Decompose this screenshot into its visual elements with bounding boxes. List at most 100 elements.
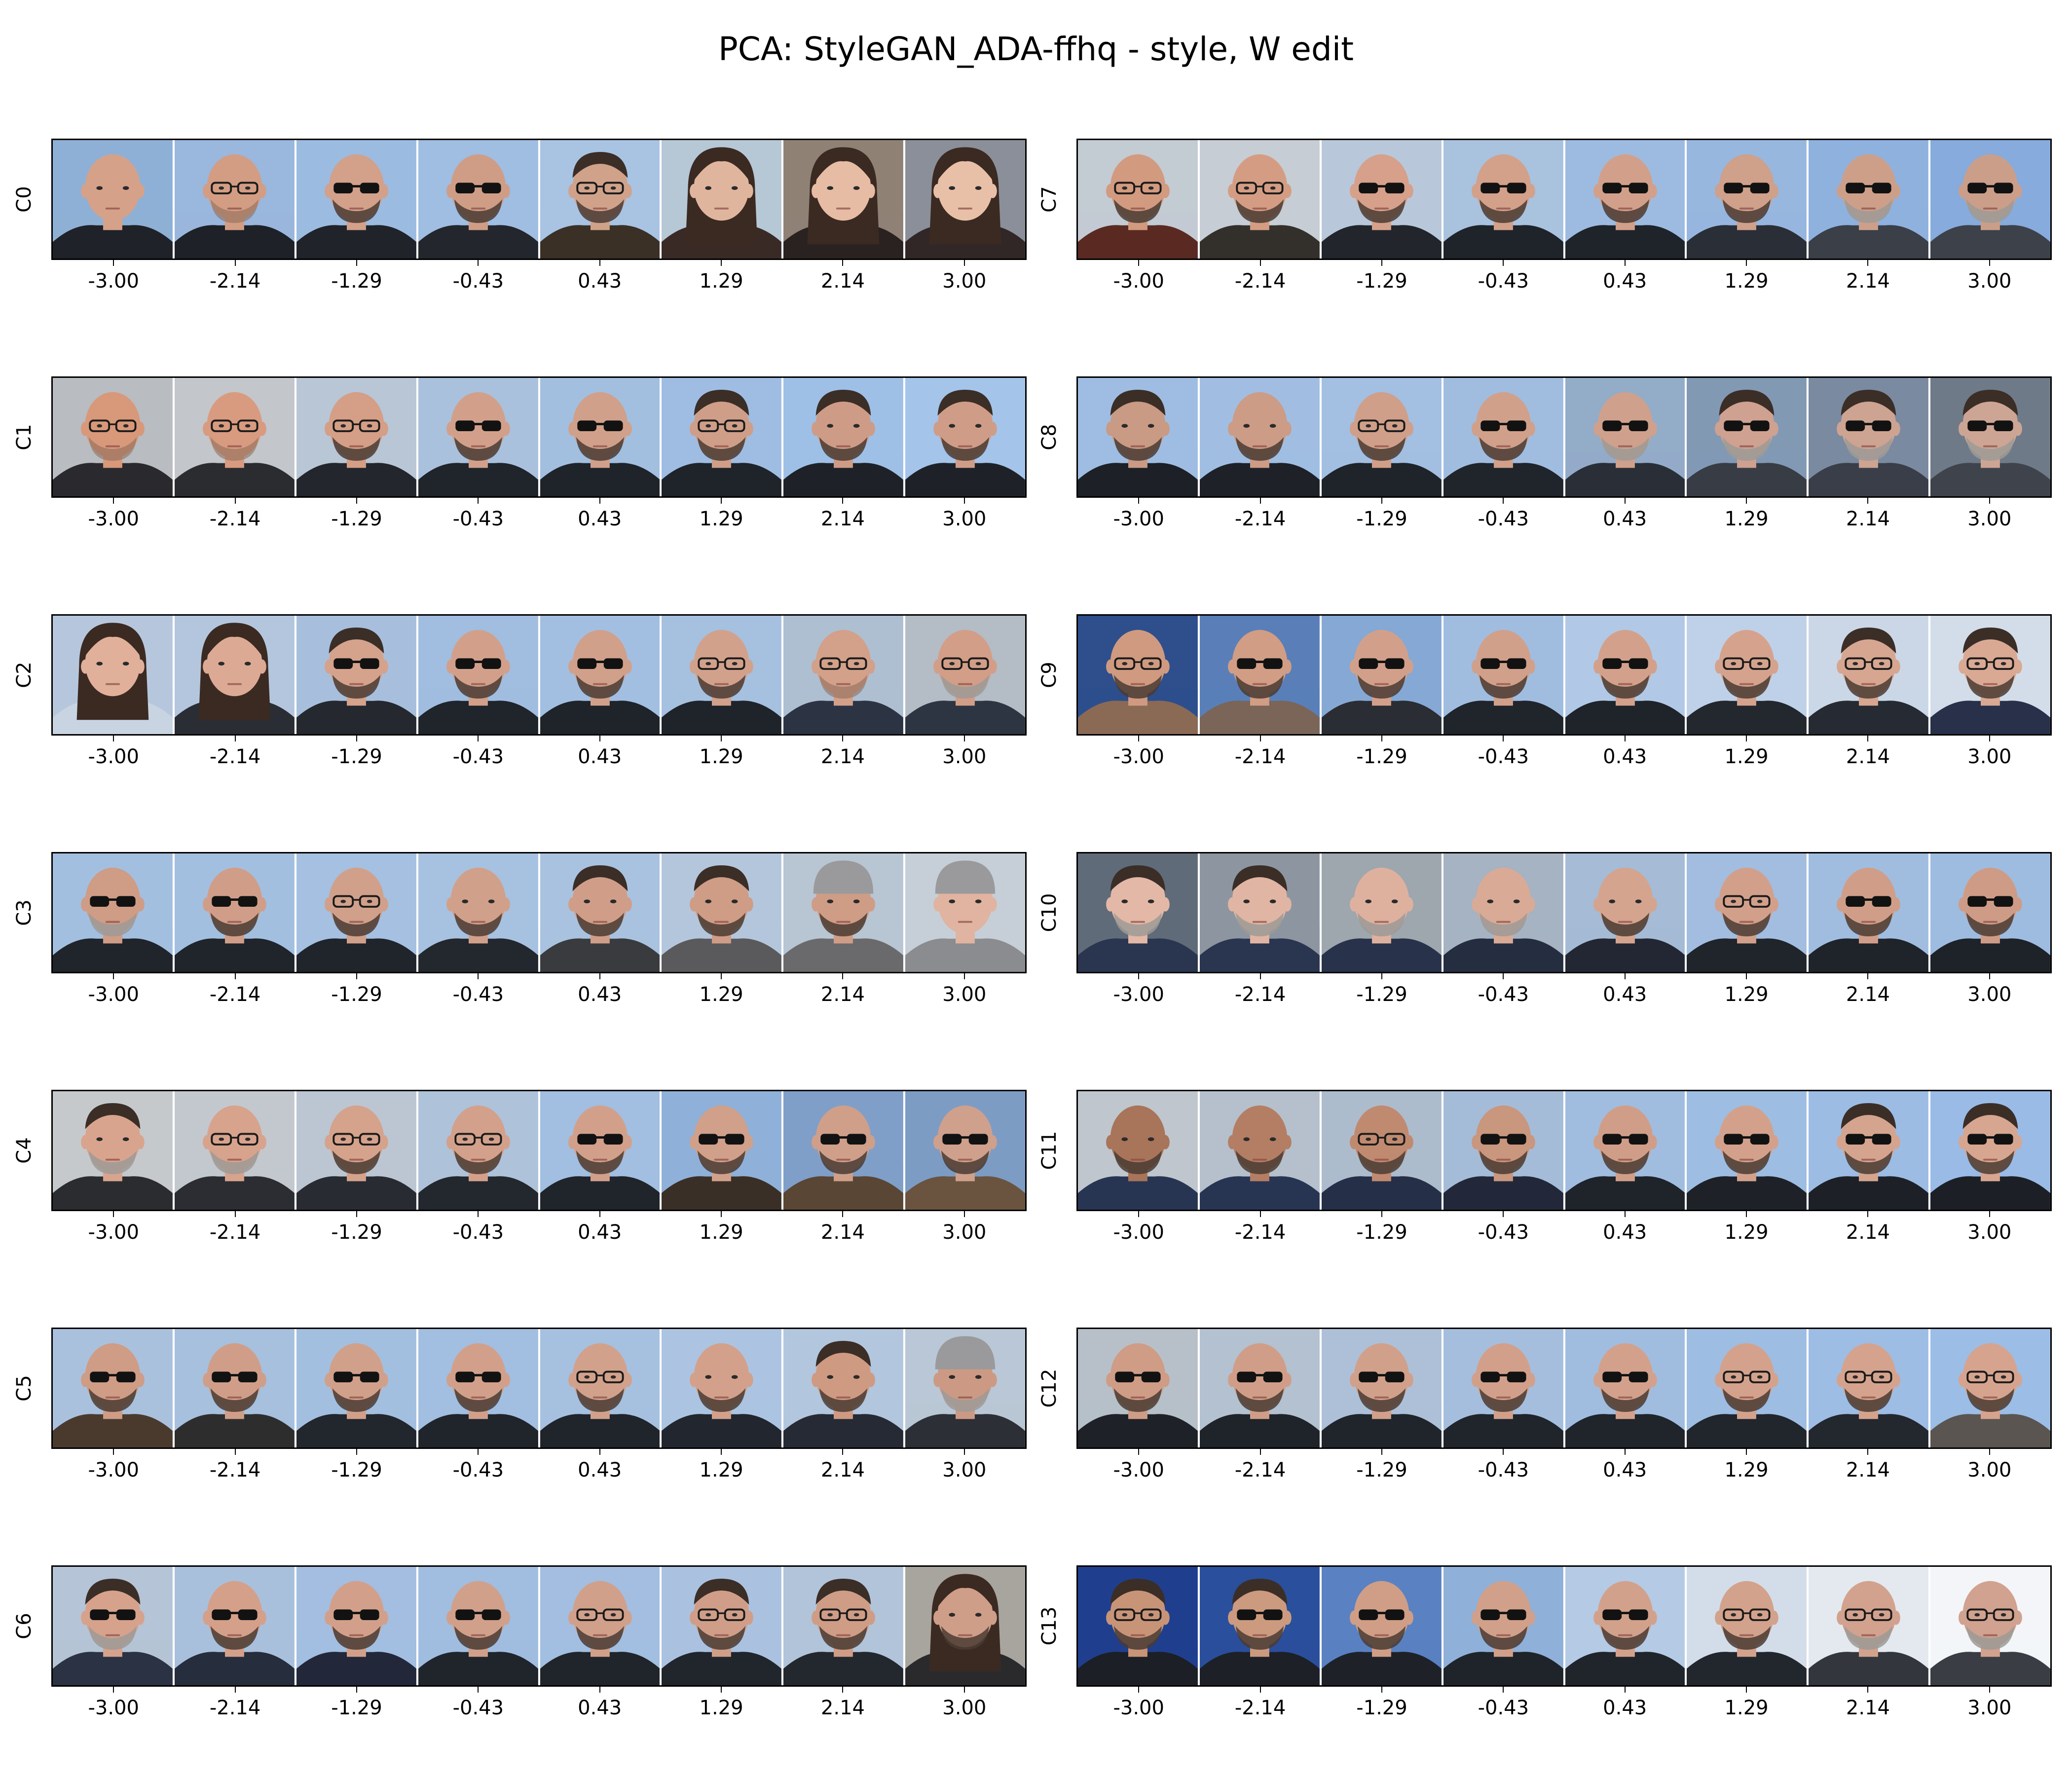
- tick-label: 0.43: [578, 1459, 622, 1481]
- x-tick: -0.43: [1443, 973, 1564, 1008]
- tick-label: 3.00: [942, 983, 987, 1006]
- face-image: [905, 1329, 1025, 1447]
- tick-label: 3.00: [1967, 270, 2012, 293]
- tick-label: 3.00: [942, 1221, 987, 1244]
- x-axis-ticks: -3.00 -2.14 -1.29 -0.43 0.43 1.29 2.14 3.00: [53, 1687, 1025, 1721]
- tick-label: -0.43: [452, 270, 504, 293]
- x-tick: -2.14: [174, 736, 296, 770]
- tick-mark: [1503, 1211, 1504, 1217]
- tick-label: 2.14: [1846, 983, 1890, 1006]
- tick-label: -1.29: [1356, 270, 1407, 293]
- face-image: [783, 378, 906, 496]
- face-image: [174, 1329, 296, 1447]
- x-tick: -3.00: [1078, 260, 1199, 295]
- x-tick: -0.43: [417, 736, 539, 770]
- tick-label: 0.43: [1603, 745, 1647, 768]
- x-tick: 1.29: [1686, 736, 1807, 770]
- tick-label: -3.00: [1113, 1697, 1164, 1719]
- face-image: [1687, 616, 1809, 734]
- tick-mark: [963, 736, 965, 741]
- face-image: [418, 378, 540, 496]
- x-tick: -1.29: [1321, 736, 1443, 770]
- x-tick: 0.43: [539, 1211, 661, 1246]
- tick-mark: [113, 260, 114, 266]
- face-image: [53, 853, 175, 972]
- tick-mark: [1624, 1449, 1626, 1455]
- tick-label: -3.00: [88, 1459, 139, 1481]
- tick-label: -2.14: [1234, 983, 1286, 1006]
- face-image: [1321, 378, 1443, 496]
- tick-label: -3.00: [1113, 508, 1164, 530]
- x-axis-ticks: -3.00 -2.14 -1.29 -0.43 0.43 1.29 2.14 3.00: [53, 736, 1025, 770]
- tick-label: -2.14: [209, 1697, 261, 1719]
- tick-label: -0.43: [1478, 1697, 1529, 1719]
- tick-mark: [113, 1211, 114, 1217]
- tick-label: -1.29: [331, 1221, 382, 1244]
- tick-mark: [1381, 1449, 1382, 1455]
- face-image: [1199, 1091, 1322, 1210]
- component-panel: C6 -3.00 -2.14 -1.29 -0.43 0.43 1.29 2.14 3.00: [13, 1565, 1027, 1719]
- x-tick: 2.14: [1807, 1449, 1928, 1483]
- tick-mark: [721, 1449, 722, 1455]
- tick-mark: [842, 260, 844, 266]
- x-tick: 0.43: [1564, 1211, 1686, 1246]
- x-tick: 0.43: [1564, 1687, 1686, 1721]
- tick-mark: [478, 260, 479, 266]
- face-image: [1565, 853, 1687, 972]
- tick-mark: [478, 1687, 479, 1693]
- x-tick: 1.29: [1686, 1449, 1807, 1483]
- tick-mark: [1867, 973, 1869, 979]
- face-image: [540, 378, 662, 496]
- x-tick: -2.14: [1199, 736, 1321, 770]
- face-image: [783, 1091, 906, 1210]
- x-tick: 0.43: [539, 736, 661, 770]
- tick-mark: [478, 1211, 479, 1217]
- x-tick: 3.00: [904, 1449, 1025, 1483]
- tick-mark: [356, 1211, 357, 1217]
- face-image: [296, 1091, 418, 1210]
- face-image: [1199, 1329, 1322, 1447]
- tick-label: 2.14: [1846, 1459, 1890, 1481]
- tick-label: -3.00: [88, 508, 139, 530]
- x-tick: 1.29: [1686, 973, 1807, 1008]
- face-image: [905, 378, 1025, 496]
- x-tick: 1.29: [661, 1449, 782, 1483]
- image-strip: [51, 1565, 1027, 1687]
- x-tick: -3.00: [53, 260, 174, 295]
- tick-label: 2.14: [820, 508, 865, 530]
- tick-label: -2.14: [209, 745, 261, 768]
- image-strip: [51, 139, 1027, 260]
- tick-mark: [1138, 260, 1140, 266]
- tick-label: -1.29: [1356, 745, 1407, 768]
- tick-mark: [1381, 973, 1382, 979]
- tick-label: 3.00: [942, 508, 987, 530]
- x-tick: 2.14: [1807, 1687, 1928, 1721]
- x-tick: 2.14: [1807, 736, 1928, 770]
- x-tick: -0.43: [417, 498, 539, 532]
- tick-label: -3.00: [1113, 1221, 1164, 1244]
- x-tick: 3.00: [904, 498, 1025, 532]
- x-axis-ticks: -3.00 -2.14 -1.29 -0.43 0.43 1.29 2.14 3.00: [1078, 973, 2050, 1008]
- tick-label: -2.14: [1234, 1221, 1286, 1244]
- x-tick: 0.43: [539, 1449, 661, 1483]
- tick-mark: [1381, 498, 1382, 504]
- component-label: C9: [1038, 662, 1061, 688]
- tick-mark: [1259, 736, 1261, 741]
- tick-mark: [1746, 1449, 1747, 1455]
- face-image: [1078, 1091, 1200, 1210]
- tick-label: 3.00: [942, 745, 987, 768]
- image-strip: [51, 376, 1027, 498]
- face-image: [1078, 853, 1200, 972]
- image-strip: [1076, 852, 2052, 973]
- tick-label: -3.00: [88, 745, 139, 768]
- tick-label: -1.29: [331, 508, 382, 530]
- tick-mark: [478, 973, 479, 979]
- face-image: [1930, 140, 2050, 259]
- tick-label: -1.29: [331, 270, 382, 293]
- tick-label: 3.00: [1967, 1459, 2012, 1481]
- x-tick: -0.43: [1443, 1211, 1564, 1246]
- component-label: C2: [13, 662, 36, 688]
- face-image: [1078, 1567, 1200, 1685]
- tick-mark: [1259, 260, 1261, 266]
- x-tick: -2.14: [174, 1687, 296, 1721]
